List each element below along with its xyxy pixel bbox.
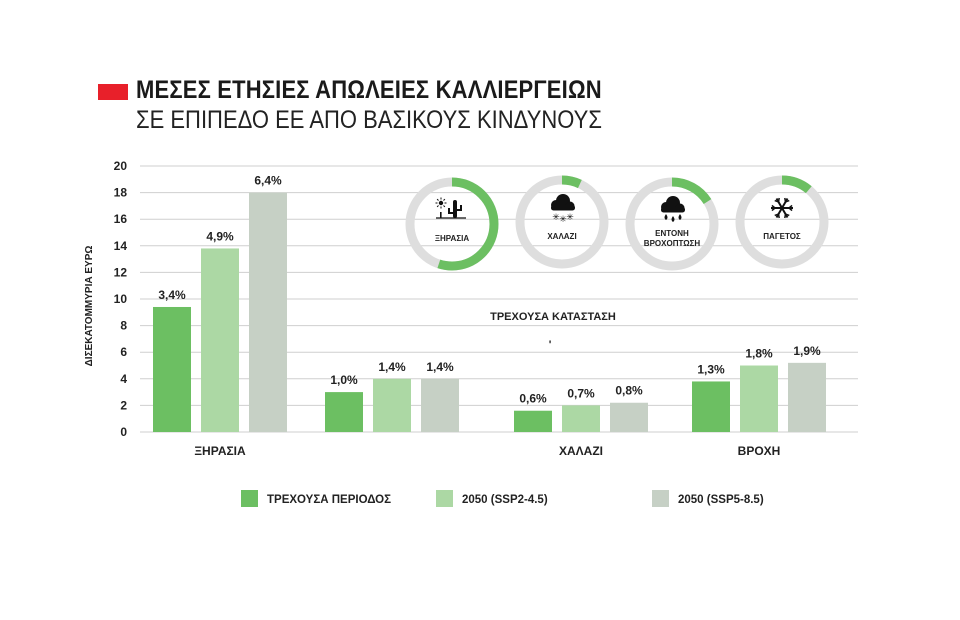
bar-data-label: 1,4% xyxy=(426,360,454,374)
bar xyxy=(421,378,459,432)
donut-share-arc xyxy=(515,175,609,269)
bar-data-label: 1,4% xyxy=(378,360,406,374)
bar-data-label: 6,4% xyxy=(254,174,282,188)
bar-data-label: 0,8% xyxy=(615,384,643,398)
svg-text:✳: ✳ xyxy=(559,215,567,225)
chart-title: ΜΕΣΕΣ ΕΤΗΣΙΕΣ ΑΠΩΛΕΙΕΣ ΚΑΛΛΙΕΡΓΕΙΩΝ xyxy=(136,76,602,104)
donut-label: ΒΡΟΧΟΠΤΩΣΗ xyxy=(644,239,701,248)
bar-data-label: 0,6% xyxy=(519,392,547,406)
bar xyxy=(740,365,778,432)
donut-share-arc xyxy=(405,177,499,271)
legend-swatch xyxy=(436,490,453,507)
donut-share-arc xyxy=(625,177,719,271)
x-category-label: ΒΡΟΧΗ xyxy=(738,444,781,458)
bar-layer xyxy=(153,192,826,432)
legend-label: 2050 (SSP5-8.5) xyxy=(678,494,764,506)
svg-text:✳: ✳ xyxy=(566,213,574,223)
donut-label: ΧΑΛΑΖΙ xyxy=(547,232,576,241)
y-axis-label: ΔΙΣΕΚΑΤΟΜΜΥΡΙΑ ΕΥΡΩ xyxy=(84,246,95,367)
y-tick-label: 18 xyxy=(114,186,128,200)
y-tick-label: 4 xyxy=(120,372,127,386)
donut-2: ✳ ✳ ✳ΧΑΛΑΖΙ xyxy=(515,175,609,269)
y-tick-label: 8 xyxy=(120,319,127,333)
bar-data-label: 1,0% xyxy=(330,373,358,387)
hail-cloud-icon: ✳ ✳ ✳ xyxy=(551,194,575,225)
x-category-label: ΧΑΛΑΖΙ xyxy=(559,444,603,458)
heavy-rain-cloud-icon xyxy=(661,196,685,222)
donut-1: ΞΗΡΑΣΙΑ xyxy=(405,177,499,271)
bar xyxy=(692,381,730,432)
y-tick-label: 16 xyxy=(114,212,128,226)
legend-item: ΤΡΕΧΟΥΣΑ ΠΕΡΙΟΔΟΣ xyxy=(241,490,391,507)
donut-label: ΠΑΓΕΤΟΣ xyxy=(763,232,801,241)
bar-data-label: 0,7% xyxy=(567,386,595,400)
y-tick-label: 12 xyxy=(114,265,128,279)
annotation-current-state: ΤΡΕΧΟΥΣΑ ΚΑΤΑΣΤΑΣΗ xyxy=(490,311,616,323)
bar-data-label: 1,9% xyxy=(793,344,821,358)
title-marker xyxy=(98,84,128,100)
donut-share-arc xyxy=(735,175,829,269)
bar-data-label: 3,4% xyxy=(158,288,186,302)
y-tick-label: 6 xyxy=(120,345,127,359)
frost-snowflake-icon xyxy=(771,197,793,219)
bar xyxy=(325,392,363,432)
label-layer: 3,4% 4,9% 6,4% ΞΗΡΑΣΙΑ 1,0% 1,4% 1,4% 0,6% 0,7% 0… xyxy=(158,174,821,458)
bar xyxy=(610,402,648,432)
bar xyxy=(201,248,239,432)
y-tick-label: 14 xyxy=(114,239,128,253)
bar xyxy=(562,405,600,432)
legend-item: 2050 (SSP2-4.5) xyxy=(436,490,548,507)
bar-data-label: 1,3% xyxy=(697,362,725,376)
chart-subtitle: ΣΕ ΕΠΙΠΕΔΟ ΕΕ ΑΠΟ ΒΑΣΙΚΟΥΣ ΚΙΝΔΥΝΟΥΣ xyxy=(136,106,602,134)
annotation-mark: ' xyxy=(549,339,552,351)
legend-label: 2050 (SSP2-4.5) xyxy=(462,494,548,506)
legend: ΤΡΕΧΟΥΣΑ ΠΕΡΙΟΔΟΣ 2050 (SSP2-4.5) 2050 (SS… xyxy=(241,490,764,507)
y-tick-label: 2 xyxy=(120,398,127,412)
bar-data-label: 4,9% xyxy=(206,229,234,243)
donut-label: ΞΗΡΑΣΙΑ xyxy=(435,234,469,243)
bar xyxy=(249,192,287,432)
y-tick-label: 20 xyxy=(114,159,128,173)
legend-label: ΤΡΕΧΟΥΣΑ ΠΕΡΙΟΔΟΣ xyxy=(267,494,391,506)
legend-swatch xyxy=(652,490,669,507)
bar-data-label: 1,8% xyxy=(745,347,773,361)
x-category-label: ΞΗΡΑΣΙΑ xyxy=(194,444,246,458)
bar xyxy=(373,378,411,432)
donut-label: ΕΝΤΟΝΗ xyxy=(655,229,689,238)
donut-4: ΠΑΓΕΤΟΣ xyxy=(735,175,829,269)
bar xyxy=(153,306,191,432)
legend-swatch xyxy=(241,490,258,507)
drought-cactus-sun-icon xyxy=(435,197,466,219)
bar xyxy=(514,410,552,432)
y-tick-label: 0 xyxy=(120,425,127,439)
svg-text:✳: ✳ xyxy=(552,213,560,223)
bar xyxy=(788,362,826,432)
y-tick-label: 10 xyxy=(114,292,128,306)
legend-item: 2050 (SSP5-8.5) xyxy=(652,490,764,507)
